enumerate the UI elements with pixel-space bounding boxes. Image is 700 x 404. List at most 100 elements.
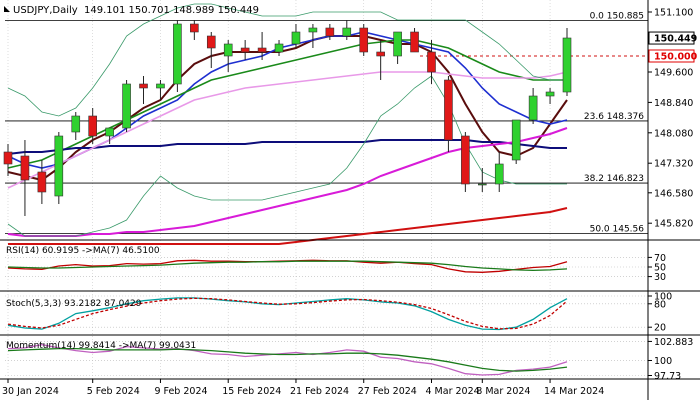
candle-body	[173, 23, 182, 85]
candle-body	[461, 135, 470, 185]
price-axis-label: 149.600	[654, 68, 693, 79]
candle[interactable]	[444, 76, 453, 152]
candle[interactable]	[359, 24, 369, 56]
candle[interactable]	[325, 24, 335, 40]
moving-average-line	[7, 3, 567, 117]
date-axis-label: 9 Feb 2024	[154, 386, 207, 397]
date-axis-label: 27 Feb 2024	[358, 386, 417, 397]
chart-header: USDJPY,Daily 149.101 150.701 148.989 150…	[4, 5, 259, 16]
price-axis-label: 151.100	[654, 8, 693, 19]
candle[interactable]	[308, 24, 318, 48]
date-axis-label: 15 Feb 2024	[222, 386, 281, 397]
date-axis-label: 4 Mar 2024	[425, 386, 479, 397]
candle-body	[342, 27, 352, 37]
candle[interactable]	[427, 40, 436, 84]
candle[interactable]	[139, 76, 148, 104]
candle[interactable]	[511, 119, 521, 164]
candle-body	[240, 47, 250, 53]
candle[interactable]	[173, 20, 182, 92]
fib-level-label: 0.0 150.885	[590, 12, 644, 22]
date-axis-label: 30 Jan 2024	[2, 386, 59, 397]
price-label-text: 150.000	[654, 52, 698, 63]
price-label-text: 150.449	[654, 34, 697, 45]
momentum-axis-label: 100	[654, 356, 672, 367]
momentum-axis-label: 102.883	[654, 337, 693, 348]
stoch-series-line	[7, 297, 568, 330]
candle[interactable]	[291, 24, 301, 48]
candle[interactable]	[478, 168, 487, 192]
candle-body	[274, 43, 284, 53]
price-axis-label: 145.820	[654, 219, 693, 230]
candle[interactable]	[562, 28, 572, 96]
candle[interactable]	[257, 32, 267, 60]
candle[interactable]	[410, 28, 419, 53]
moving-average-line	[7, 139, 567, 155]
rsi-axis-label: 50	[654, 263, 666, 274]
candle-body	[223, 43, 233, 57]
candle[interactable]	[206, 32, 216, 68]
ohlc-values: 149.101 150.701 148.989 150.449	[84, 5, 259, 16]
candle[interactable]	[156, 80, 165, 100]
candle-body	[105, 127, 114, 137]
candle-body	[190, 23, 199, 33]
candle-body	[156, 83, 165, 89]
candle[interactable]	[376, 40, 385, 80]
candle[interactable]	[37, 160, 47, 204]
candle[interactable]	[71, 112, 81, 140]
symbol-label: USDJPY,Daily	[13, 5, 78, 16]
candle-body	[427, 51, 436, 73]
price-label-box	[648, 31, 695, 45]
candle[interactable]	[223, 40, 233, 72]
candle-body	[20, 155, 30, 181]
candle-body	[257, 47, 267, 53]
momentum-panel[interactable]	[5, 341, 648, 376]
candle[interactable]	[3, 144, 13, 176]
candle-body	[206, 35, 216, 49]
candle[interactable]	[545, 88, 555, 104]
date-axis-label: 5 Feb 2024	[87, 386, 140, 397]
candle[interactable]	[122, 80, 131, 132]
candle-body	[393, 31, 402, 57]
candle-body	[511, 119, 521, 161]
candle[interactable]	[20, 140, 30, 216]
candle[interactable]	[461, 132, 470, 192]
candle-body	[359, 27, 369, 53]
stoch-panel[interactable]	[5, 295, 648, 331]
candle-body	[478, 183, 487, 186]
stoch-axis-label: 100	[654, 292, 672, 303]
candle[interactable]	[88, 108, 97, 144]
candle[interactable]	[528, 88, 538, 124]
moving-average-line	[7, 71, 568, 189]
collapse-triangle-icon	[4, 6, 10, 12]
candle[interactable]	[342, 20, 352, 40]
candle[interactable]	[494, 152, 504, 192]
candle[interactable]	[105, 127, 114, 144]
fib-level-label: 23.6 148.376	[584, 112, 644, 122]
price-axis-label: 147.320	[654, 159, 693, 170]
rsi-panel[interactable]	[5, 257, 648, 277]
rsi-axis-label: 30	[654, 272, 666, 283]
momentum-label: Momentum(14) 99.8414 ->MA(7) 99.0431	[6, 341, 196, 351]
price-panel[interactable]: 0.0 150.885 23.6 148.376 38.2 146.823 50.0 …	[3, 3, 648, 245]
stoch-series-line	[7, 297, 568, 331]
candle[interactable]	[190, 20, 199, 40]
candle[interactable]	[240, 40, 250, 60]
candle-body	[410, 31, 419, 53]
candle[interactable]	[274, 40, 284, 56]
rsi-label: RSI(14) 60.9195 ->MA(7) 46.5100	[6, 246, 160, 256]
candle-body	[444, 79, 453, 141]
stoch-axis-label: 80	[654, 299, 666, 310]
candle[interactable]	[54, 132, 64, 204]
momentum-axis-label: 97.73	[654, 371, 681, 382]
moving-average-line	[7, 127, 568, 237]
moving-average-line	[7, 35, 568, 182]
candle-body	[291, 31, 301, 45]
price-axis-label: 148.080	[654, 128, 693, 139]
candle[interactable]	[393, 31, 402, 64]
candle-body	[54, 135, 64, 197]
stoch-label: Stoch(5,3,3) 93.2182 87.0429	[6, 299, 142, 309]
fib-level-label: 38.2 146.823	[584, 174, 644, 184]
